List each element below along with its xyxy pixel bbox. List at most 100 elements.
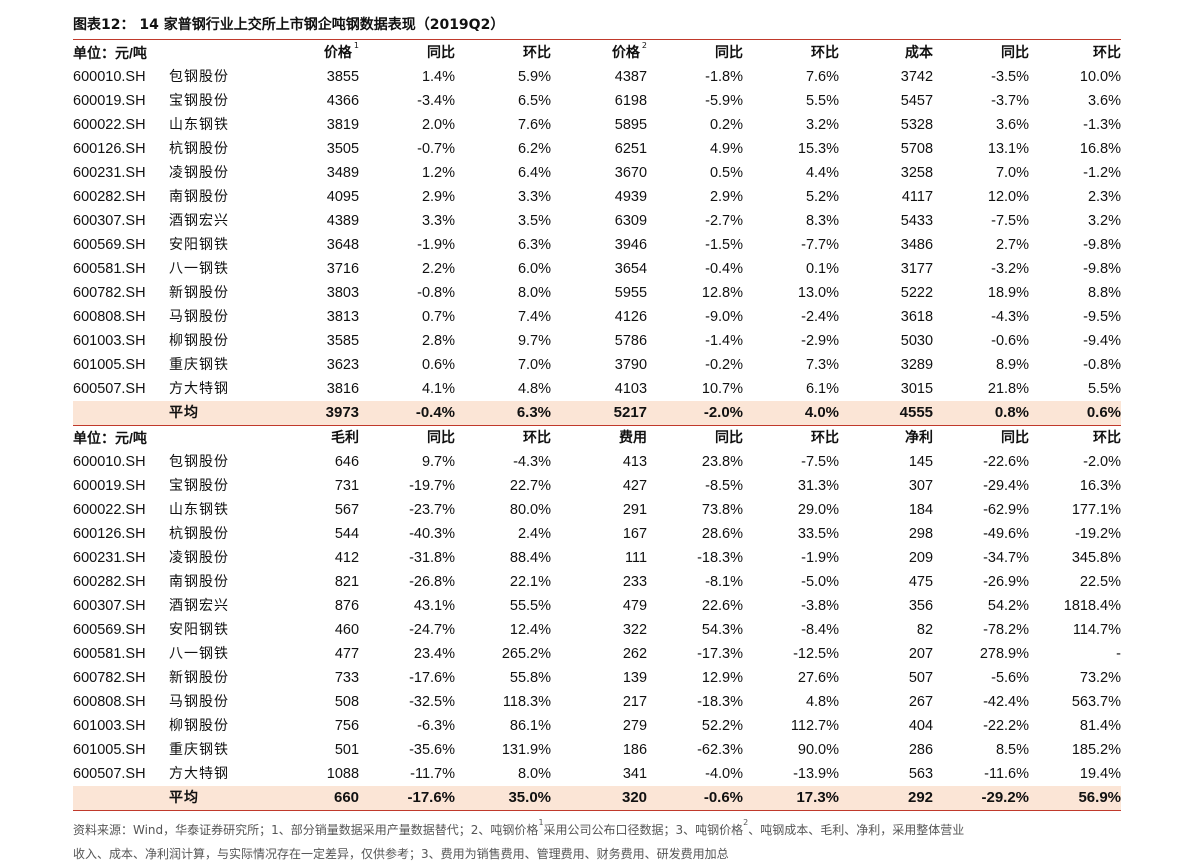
value-cell: 2.8% — [359, 329, 455, 353]
company-name: 重庆钢铁 — [169, 353, 287, 377]
value-cell: 4387 — [551, 65, 647, 89]
value-cell: 52.2% — [647, 714, 743, 738]
value-cell: 13.0% — [743, 281, 839, 305]
value-cell: 3623 — [287, 353, 359, 377]
column-header-label: 同比 — [715, 45, 743, 61]
value-cell: 167 — [551, 522, 647, 546]
value-cell: 90.0% — [743, 738, 839, 762]
value-cell: 33.5% — [743, 522, 839, 546]
company-name: 酒钢宏兴 — [169, 594, 287, 618]
value-cell: -4.0% — [647, 762, 743, 786]
value-cell: 8.0% — [455, 762, 551, 786]
value-cell: 19.4% — [1029, 762, 1121, 786]
average-value: 320 — [551, 786, 647, 811]
stock-code: 600581.SH — [73, 257, 169, 281]
column-header: 价格 2 — [551, 41, 647, 65]
value-cell: 5433 — [839, 209, 933, 233]
column-header-label: 价格 — [324, 45, 352, 61]
value-cell: 5.9% — [455, 65, 551, 89]
value-cell: 291 — [551, 498, 647, 522]
value-cell: 307 — [839, 474, 933, 498]
value-cell: -9.5% — [1029, 305, 1121, 329]
value-cell: 80.0% — [455, 498, 551, 522]
value-cell: 0.7% — [359, 305, 455, 329]
value-cell: 15.3% — [743, 137, 839, 161]
value-cell: 217 — [551, 690, 647, 714]
footnote-line-2: 收入、成本、净利润计算，与实际情况存在一定差异，仅供参考；3、费用为销售费用、管… — [73, 842, 729, 866]
value-cell: 10.0% — [1029, 65, 1121, 89]
value-cell: 4.1% — [359, 377, 455, 401]
average-value: 4555 — [839, 401, 933, 426]
company-name: 山东钢铁 — [169, 113, 287, 137]
value-cell: 3.2% — [743, 113, 839, 137]
value-cell: 345.8% — [1029, 546, 1121, 570]
column-header: 同比 — [359, 41, 455, 65]
table-row: 600231.SH 凌钢股份 3489 1.2% 6.4% 3670 0.5% 4.4% 325… — [73, 161, 1121, 185]
value-cell: 3289 — [839, 353, 933, 377]
stock-code: 600282.SH — [73, 185, 169, 209]
stock-code: 600022.SH — [73, 498, 169, 522]
column-header-label: 环比 — [811, 45, 839, 61]
value-cell: -9.0% — [647, 305, 743, 329]
value-cell: -0.6% — [933, 329, 1029, 353]
average-value: 292 — [839, 786, 933, 811]
value-cell: 55.8% — [455, 666, 551, 690]
company-name: 马钢股份 — [169, 305, 287, 329]
value-cell: -19.7% — [359, 474, 455, 498]
value-cell: -1.8% — [647, 65, 743, 89]
value-cell: 5457 — [839, 89, 933, 113]
value-cell: 4.8% — [455, 377, 551, 401]
value-cell: 9.7% — [455, 329, 551, 353]
stock-code: 600231.SH — [73, 546, 169, 570]
stock-code: 600808.SH — [73, 690, 169, 714]
header-superscript: 2 — [642, 41, 647, 50]
value-cell: 5328 — [839, 113, 933, 137]
value-cell: 3486 — [839, 233, 933, 257]
company-name: 安阳钢铁 — [169, 618, 287, 642]
value-cell: 6.1% — [743, 377, 839, 401]
column-header: 同比 — [359, 426, 455, 451]
value-cell: 278.9% — [933, 642, 1029, 666]
value-cell: -0.2% — [647, 353, 743, 377]
header-row: 单位：元/吨 价格 1 同比 环比 价格 2 同比 环比 成本 同比 环比 — [73, 41, 1121, 65]
column-header: 环比 — [1029, 426, 1121, 451]
value-cell: 12.0% — [933, 185, 1029, 209]
company-name: 山东钢铁 — [169, 498, 287, 522]
value-cell: -7.5% — [743, 450, 839, 474]
value-cell: -1.3% — [1029, 113, 1121, 137]
value-cell: -42.4% — [933, 690, 1029, 714]
table-row: 600782.SH 新钢股份 733 -17.6% 55.8% 139 12.9% 27.6%… — [73, 666, 1121, 690]
column-header-label: 毛利 — [331, 430, 359, 446]
company-name: 南钢股份 — [169, 185, 287, 209]
company-name: 凌钢股份 — [169, 546, 287, 570]
value-cell: 3.6% — [1029, 89, 1121, 113]
value-cell: 4117 — [839, 185, 933, 209]
average-value: 3973 — [287, 401, 359, 426]
value-cell: 7.4% — [455, 305, 551, 329]
value-cell: 1818.4% — [1029, 594, 1121, 618]
value-cell: 4389 — [287, 209, 359, 233]
value-cell: 12.9% — [647, 666, 743, 690]
average-spacer — [73, 786, 169, 811]
value-cell: 3819 — [287, 113, 359, 137]
value-cell: 10.7% — [647, 377, 743, 401]
stock-code: 600010.SH — [73, 65, 169, 89]
header-superscript: 1 — [354, 41, 359, 50]
value-cell: 8.5% — [933, 738, 1029, 762]
table-row: 600126.SH 杭钢股份 3505 -0.7% 6.2% 6251 4.9% 15.3% 5… — [73, 137, 1121, 161]
unit-label: 单位：元/吨 — [73, 41, 287, 65]
table-row: 600126.SH 杭钢股份 544 -40.3% 2.4% 167 28.6% 33.5% 2… — [73, 522, 1121, 546]
value-cell: 6251 — [551, 137, 647, 161]
value-cell: 501 — [287, 738, 359, 762]
value-cell: 16.3% — [1029, 474, 1121, 498]
value-cell: 145 — [839, 450, 933, 474]
value-cell: 13.1% — [933, 137, 1029, 161]
value-cell: 3716 — [287, 257, 359, 281]
stock-code: 600782.SH — [73, 666, 169, 690]
value-cell: 31.3% — [743, 474, 839, 498]
value-cell: -18.3% — [647, 690, 743, 714]
value-cell: 3258 — [839, 161, 933, 185]
value-cell: 6.0% — [455, 257, 551, 281]
value-cell: -2.0% — [1029, 450, 1121, 474]
unit-label: 单位：元/吨 — [73, 426, 287, 451]
